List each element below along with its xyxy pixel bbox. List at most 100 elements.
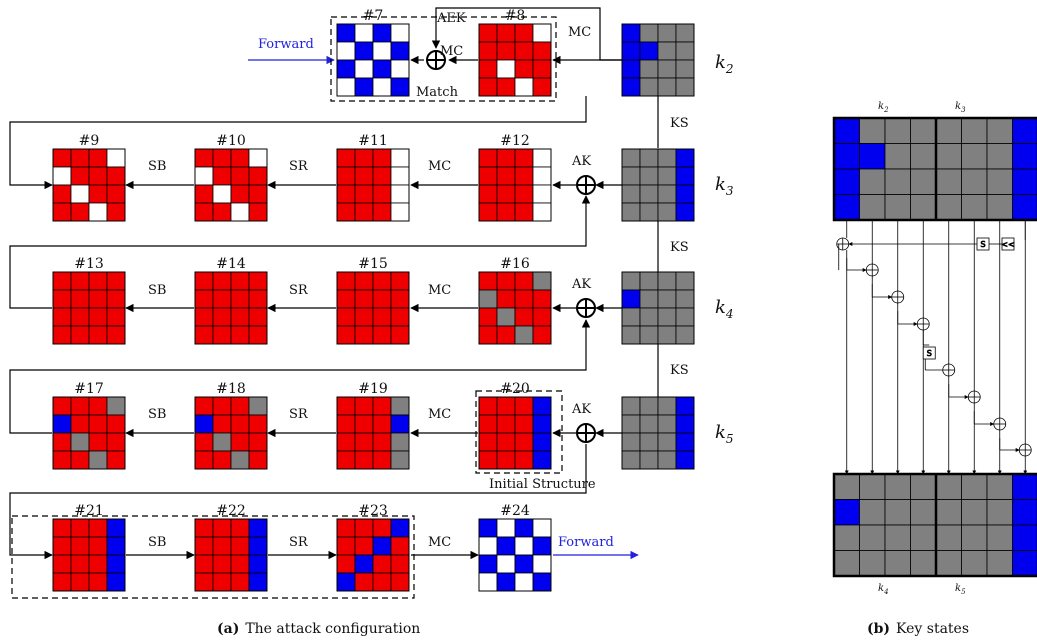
state-cell: [496, 148, 516, 168]
state-cell: [194, 202, 214, 222]
state-cell: [70, 414, 90, 434]
state-cell: [514, 23, 534, 43]
state-cell: [212, 184, 232, 204]
state-cell: [514, 166, 534, 186]
state-cell: [354, 307, 374, 327]
state-cell: [336, 23, 356, 43]
state-cell: [390, 450, 410, 470]
state-cell: [212, 414, 232, 434]
state-cell: [478, 572, 498, 592]
state-block-19: [336, 396, 410, 470]
state-cell: [52, 536, 72, 556]
state-cell: [194, 396, 214, 416]
label-ak-r4: AK: [571, 402, 591, 417]
xor-top: [426, 50, 446, 70]
state-cell: [70, 450, 90, 470]
state-cell: [675, 184, 695, 204]
state-cell: [354, 41, 374, 61]
state-cell: [230, 184, 250, 204]
state-cell: [212, 271, 232, 291]
state-cell: [986, 473, 1013, 500]
state-cell: [657, 202, 677, 222]
label-mc-r3: MC: [428, 283, 451, 298]
state-cell: [657, 148, 677, 168]
state-cell: [212, 396, 232, 416]
state-cell: [194, 450, 214, 470]
state-cell: [910, 499, 937, 526]
state-cell: [88, 166, 108, 186]
state-cell: [514, 289, 534, 309]
state-cell: [859, 499, 886, 526]
state-cell: [532, 396, 552, 416]
state-cell: [1012, 499, 1037, 526]
label-forward-top: Forward: [258, 37, 314, 52]
state-cell: [532, 59, 552, 79]
state-cell: [390, 289, 410, 309]
state-cell: [336, 77, 356, 97]
state-cell: [336, 184, 356, 204]
key-state-bottom-grid: [833, 473, 1037, 577]
state-cell: [514, 325, 534, 345]
state-cell: [230, 414, 250, 434]
state-cell: [961, 550, 988, 577]
state-cell: [354, 518, 374, 538]
state-cell: [390, 59, 410, 79]
state-cell: [478, 23, 498, 43]
state-cell: [478, 271, 498, 291]
state-cell: [106, 518, 126, 538]
state-label: #10: [216, 133, 246, 149]
state-cell: [70, 325, 90, 345]
state-cell: [106, 148, 126, 168]
key-label-k4: k4: [715, 297, 734, 321]
state-cell: [639, 59, 659, 79]
state-cell: [532, 271, 552, 291]
key-state-top: [833, 117, 1037, 221]
state-label: #17: [74, 381, 104, 397]
state-cell: [194, 518, 214, 538]
state-cell: [478, 325, 498, 345]
state-cell: [639, 77, 659, 97]
state-cell: [194, 184, 214, 204]
state-cell: [372, 518, 392, 538]
state-cell: [910, 550, 937, 577]
state-label: #23: [358, 503, 388, 519]
state-cell: [336, 307, 356, 327]
state-cell: [621, 59, 641, 79]
label-sr-r5: SR: [289, 535, 309, 550]
state-cell: [935, 143, 962, 170]
state-cell: [859, 473, 886, 500]
caption-a: (a) The attack configuration: [217, 621, 420, 637]
state-cell: [961, 168, 988, 195]
state-cell: [372, 166, 392, 186]
state-cell: [986, 168, 1013, 195]
state-cell: [230, 432, 250, 452]
state-cell: [354, 572, 374, 592]
ks-label-k2: k2: [878, 101, 889, 114]
state-cell: [639, 148, 659, 168]
state-cell: [514, 59, 534, 79]
label-aek: AEK: [436, 11, 466, 26]
state-cell: [248, 202, 268, 222]
state-cell: [884, 168, 911, 195]
state-cell: [88, 518, 108, 538]
label-ak-r2: AK: [571, 154, 591, 169]
state-cell: [88, 572, 108, 592]
state-cell: [212, 202, 232, 222]
state-cell: [833, 143, 860, 170]
state-cell: [390, 414, 410, 434]
state-cell: [657, 41, 677, 61]
state-cell: [621, 271, 641, 291]
state-cell: [639, 414, 659, 434]
state-cell: [372, 572, 392, 592]
state-cell: [52, 271, 72, 291]
state-cell: [88, 414, 108, 434]
state-cell: [372, 41, 392, 61]
state-cell: [675, 307, 695, 327]
state-cell: [532, 202, 552, 222]
state-label: #14: [216, 256, 246, 272]
label-sb-r3: SB: [148, 283, 166, 298]
state-cell: [496, 59, 516, 79]
state-block-18: [194, 396, 268, 470]
state-cell: [478, 536, 498, 556]
state-cell: [336, 572, 356, 592]
